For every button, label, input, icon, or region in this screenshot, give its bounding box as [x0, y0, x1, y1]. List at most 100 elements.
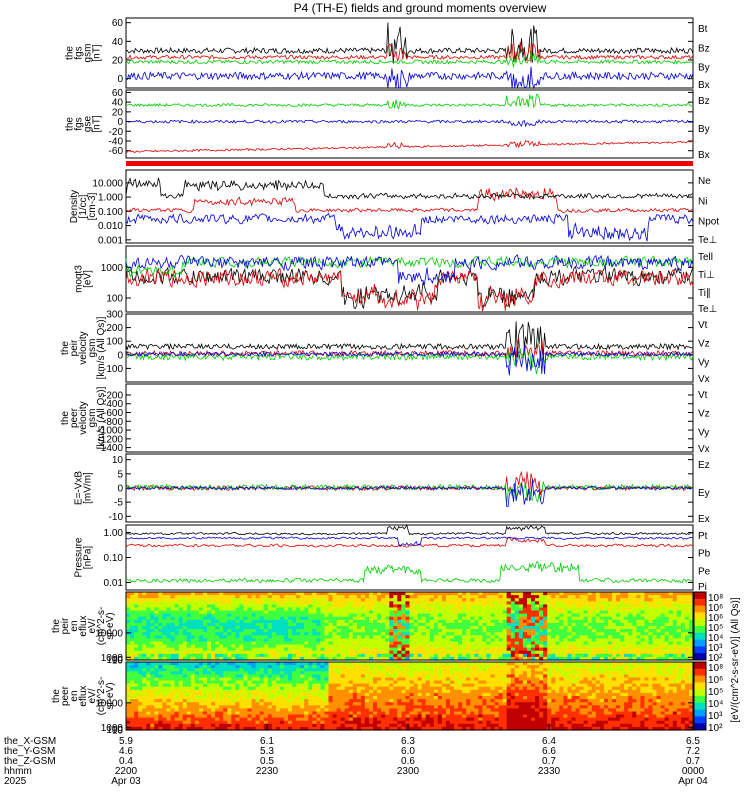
spectrogram-cell: [170, 683, 176, 688]
spectrogram-cell: [235, 714, 240, 719]
spectrogram-cell: [373, 610, 378, 615]
spectrogram-cell: [393, 689, 398, 694]
spectrogram-cell: [227, 705, 232, 709]
spectrogram-cell: [304, 689, 309, 694]
spectrogram-cell: [425, 665, 431, 669]
spectrogram-cell: [279, 632, 285, 636]
spectrogram-cell: [413, 723, 419, 728]
spectrogram-cell: [279, 671, 285, 675]
spectrogram-cell: [219, 668, 224, 672]
y-axis-label: peir: [69, 339, 80, 356]
spectrogram-cell: [555, 635, 560, 639]
spectrogram-cell: [547, 647, 552, 652]
spectrogram-cell: [340, 653, 346, 658]
spectrogram-cell: [158, 705, 163, 709]
spectrogram-cell: [401, 592, 406, 596]
spectrogram-cell: [239, 598, 244, 602]
spectrogram-cell: [616, 607, 621, 612]
spectrogram-cell: [174, 607, 180, 612]
spectrogram-cell: [324, 711, 329, 716]
spectrogram-cell: [296, 607, 301, 612]
spectrogram-cell: [174, 702, 180, 706]
spectrogram-cell: [656, 622, 662, 627]
spectrogram-cell: [255, 604, 261, 609]
spectrogram-cell: [389, 714, 394, 719]
spectrogram-cell: [271, 711, 277, 716]
spectrogram-cell: [344, 692, 350, 697]
series-Pe: [126, 561, 694, 584]
spectrogram-cell: [332, 717, 338, 722]
spectrogram-cell: [182, 708, 188, 713]
spectrogram-cell: [636, 601, 641, 605]
spectrogram-cell: [591, 592, 597, 596]
spectrogram-cell: [324, 665, 329, 669]
spectrogram-cell: [316, 686, 321, 691]
spectrogram-cell: [300, 622, 305, 627]
spectrogram-cell: [462, 610, 467, 615]
spectrogram-cell: [255, 665, 261, 669]
spectrogram-cell: [490, 616, 496, 621]
y-tick-label: 200: [106, 323, 123, 334]
spectrogram-cell: [389, 610, 394, 615]
spectrogram-cell: [583, 632, 589, 636]
spectrogram-cell: [413, 705, 419, 709]
spectrogram-cell: [522, 644, 528, 649]
spectrogram-cell: [474, 647, 479, 652]
spectrogram-cell: [279, 726, 285, 731]
spectrogram-cell: [551, 644, 556, 649]
spectrogram-cell: [356, 647, 362, 652]
spectrogram-cell: [462, 626, 467, 630]
spectrogram-cell: [364, 653, 370, 658]
spectrogram-cell: [146, 696, 151, 700]
spectrogram-cell: [494, 635, 500, 639]
spectrogram-cell: [514, 604, 520, 609]
spectrogram-cell: [332, 692, 338, 697]
spectrogram-cell: [575, 610, 581, 615]
spectrogram-cell: [648, 604, 653, 609]
spectrogram-cell: [608, 638, 613, 643]
spectrogram-cell: [356, 635, 362, 639]
spectrogram-cell: [126, 647, 131, 652]
spectrogram-cell: [207, 616, 212, 621]
spectrogram-cell: [360, 653, 366, 658]
spectrogram-cell: [300, 677, 305, 682]
spectrogram-cell: [389, 665, 394, 669]
spectrogram-cell: [150, 696, 155, 700]
spectrogram-cell: [348, 717, 354, 722]
spectrogram-cell: [381, 635, 386, 639]
spectrogram-cell: [599, 635, 605, 639]
spectrogram-cell: [271, 607, 277, 612]
spectrogram-cell: [340, 717, 346, 722]
spectrogram-cell: [518, 644, 524, 649]
spectrogram-cell: [373, 604, 378, 609]
spectrogram-cell: [474, 601, 479, 605]
spectrogram-cell: [680, 653, 686, 658]
spectrogram-cell: [170, 653, 176, 658]
spectrogram-cell: [555, 619, 560, 624]
spectrogram-cell: [551, 619, 556, 624]
spectrogram-cell: [283, 626, 289, 630]
spectrogram-cell: [389, 726, 394, 731]
spectrogram-cell: [644, 626, 649, 630]
spectrogram-cell: [397, 622, 402, 627]
spectrogram-cell: [364, 601, 370, 605]
spectrogram-cell: [190, 622, 196, 627]
spectrogram-cell: [194, 717, 200, 722]
spectrogram-cell: [202, 613, 208, 618]
spectrogram-cell: [251, 662, 257, 666]
spectrogram-cell: [413, 689, 419, 694]
spectrogram-cell: [644, 632, 649, 636]
spectrogram-cell: [340, 592, 346, 596]
spectrogram-cell: [385, 717, 390, 722]
spectrogram-cell: [377, 723, 382, 728]
spectrogram-cell: [620, 601, 625, 605]
spectrogram-cell: [255, 671, 261, 675]
spectrogram-cell: [259, 683, 265, 688]
spectrogram-cell: [360, 689, 366, 694]
spectrogram-cell: [514, 622, 520, 627]
spectrogram-cell: [243, 726, 248, 731]
spectrogram-cell: [385, 629, 390, 633]
spectrogram-cell: [364, 647, 370, 652]
spectrogram-cell: [587, 616, 593, 621]
spectrogram-cell: [324, 720, 329, 725]
